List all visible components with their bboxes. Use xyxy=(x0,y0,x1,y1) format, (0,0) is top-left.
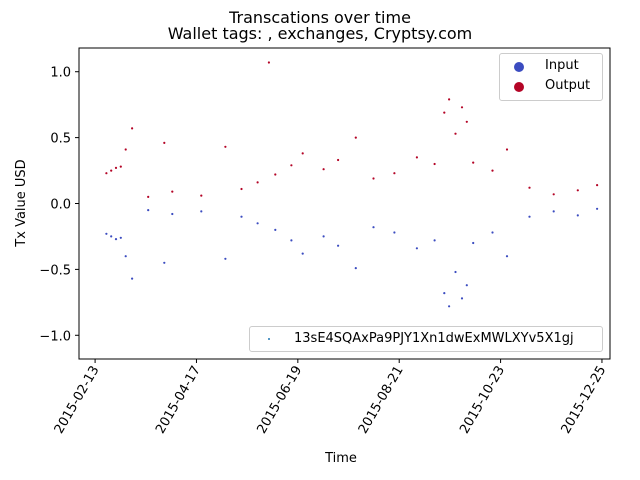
output-point-31 xyxy=(505,148,509,151)
output-point-27 xyxy=(460,106,464,109)
output-point-10 xyxy=(171,190,174,193)
input-point-19 xyxy=(372,226,375,229)
input-point-4 xyxy=(124,255,127,258)
input-point-32 xyxy=(552,210,555,213)
output-point-25 xyxy=(448,98,451,101)
y-axis-label: Tx Value USD xyxy=(14,159,29,247)
output-point-29 xyxy=(472,161,475,164)
y-axis: −1.0 −0.5 0.0 0.5 1.0 xyxy=(39,66,79,344)
series-legend: Input Output xyxy=(499,53,603,101)
input-point-13 xyxy=(274,228,277,231)
input-point-7 xyxy=(224,257,227,260)
legend-label-wallet: 13sE4SQAxPa9PJY1Xn1dwExMWLXYv5X1gj xyxy=(294,331,574,346)
output-point-7 xyxy=(224,145,227,148)
x-tick-label-0: 2015-02-13 xyxy=(52,364,103,437)
output-point-14 xyxy=(274,173,277,176)
y-tick-label-3: 0.5 xyxy=(50,132,71,147)
y-tick-label-0: −1.0 xyxy=(39,329,71,344)
y-tick-label-2: 0.0 xyxy=(50,198,71,213)
input-point-31 xyxy=(528,215,531,218)
input-point-9 xyxy=(171,212,174,216)
input-point-18 xyxy=(354,267,357,270)
output-point-3 xyxy=(119,165,122,168)
output-point-17 xyxy=(322,168,325,171)
input-point-23 xyxy=(443,292,446,295)
input-point-24 xyxy=(448,305,451,308)
output-point-24 xyxy=(443,111,446,114)
x-tick-label-2: 2015-06-19 xyxy=(255,364,306,437)
input-point-1 xyxy=(110,235,113,238)
output-point-18 xyxy=(337,158,340,162)
legend-label-input: Input xyxy=(545,58,579,73)
output-point-0 xyxy=(105,172,108,175)
input-point-25 xyxy=(454,270,457,274)
input-point-0 xyxy=(105,232,108,235)
input-point-8 xyxy=(147,209,150,212)
input-point-6 xyxy=(163,261,166,264)
input-marker-icon xyxy=(514,62,524,72)
input-point-26 xyxy=(460,297,464,300)
output-point-19 xyxy=(354,136,357,139)
output-point-5 xyxy=(131,127,134,130)
points-layer xyxy=(105,61,599,308)
input-point-5 xyxy=(131,277,134,280)
input-point-16 xyxy=(322,235,325,238)
x-tick-label-5: 2015-12-25 xyxy=(559,364,610,437)
output-point-12 xyxy=(240,187,243,191)
output-point-34 xyxy=(576,189,579,192)
output-point-11 xyxy=(200,194,203,197)
input-point-14 xyxy=(290,239,293,242)
output-marker-icon xyxy=(514,82,524,92)
input-point-33 xyxy=(576,214,579,217)
input-point-30 xyxy=(505,255,509,258)
input-point-17 xyxy=(337,244,340,247)
x-axis-label: Time xyxy=(324,451,357,466)
output-point-1 xyxy=(110,169,113,172)
output-point-2 xyxy=(114,166,118,169)
x-tick-label-1: 2015-04-17 xyxy=(153,364,204,437)
input-point-22 xyxy=(433,239,436,242)
x-tick-label-3: 2015-08-21 xyxy=(356,364,407,437)
input-point-20 xyxy=(393,231,396,234)
wallet-marker-icon xyxy=(268,338,270,340)
output-point-32 xyxy=(528,186,531,189)
input-point-34 xyxy=(596,207,599,210)
output-point-13 xyxy=(256,181,259,184)
output-point-35 xyxy=(596,184,599,187)
chart-title: Transcations over time xyxy=(229,8,411,27)
input-point-3 xyxy=(119,236,122,239)
input-point-12 xyxy=(256,222,259,225)
output-point-33 xyxy=(552,193,555,196)
x-axis: 2015-02-13 2015-04-17 2015-06-19 2015-08-21… xyxy=(52,359,610,437)
output-point-30 xyxy=(491,169,494,172)
output-point-26 xyxy=(454,132,457,135)
input-point-29 xyxy=(491,231,494,234)
output-point-28 xyxy=(465,120,468,123)
output-point-21 xyxy=(393,172,396,175)
output-point-22 xyxy=(415,156,418,159)
input-point-15 xyxy=(301,252,304,255)
wallet-legend: 13sE4SQAxPa9PJY1Xn1dwExMWLXYv5X1gj xyxy=(249,326,603,352)
output-point-16 xyxy=(301,152,304,155)
y-tick-label-4: 1.0 xyxy=(50,66,71,81)
input-point-10 xyxy=(200,210,203,213)
x-tick-label-4: 2015-10-23 xyxy=(457,363,508,436)
input-point-2 xyxy=(114,238,118,241)
input-point-28 xyxy=(472,241,475,245)
input-point-27 xyxy=(465,284,468,287)
output-point-8 xyxy=(267,61,270,64)
output-point-15 xyxy=(290,164,293,167)
output-point-6 xyxy=(163,141,166,144)
output-point-23 xyxy=(433,162,436,166)
output-point-20 xyxy=(372,177,375,180)
output-point-4 xyxy=(124,148,127,151)
y-tick-label-1: −0.5 xyxy=(39,263,71,278)
legend-label-output: Output xyxy=(545,78,591,93)
input-point-21 xyxy=(415,247,418,250)
chart-subtitle: Wallet tags: , exchanges, Cryptsy.com xyxy=(167,24,473,43)
output-point-9 xyxy=(147,195,150,198)
input-point-11 xyxy=(240,215,243,218)
